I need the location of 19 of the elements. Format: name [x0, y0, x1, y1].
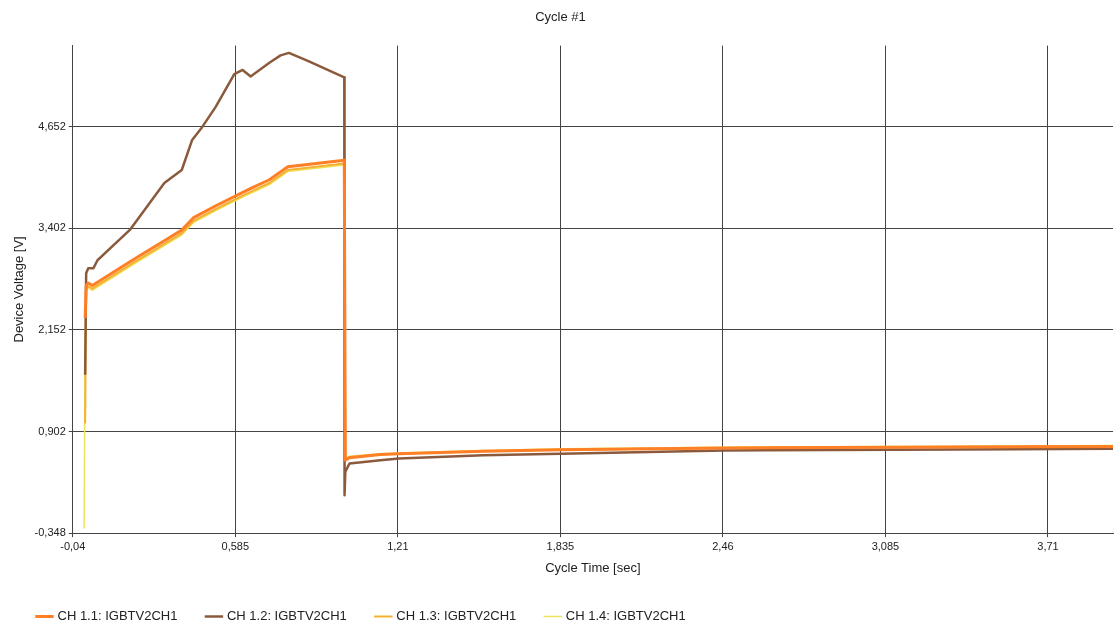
y-tick-label: 4,652: [38, 119, 66, 132]
x-tick-label: 1,835: [546, 539, 575, 552]
x-tick-label: -0,04: [60, 539, 86, 552]
legend-label: CH 1.3: IGBTV2CH1: [396, 608, 517, 624]
legend-label: CH 1.2: IGBTV2CH1: [226, 608, 347, 624]
y-tick-label: 3,402: [38, 221, 66, 234]
y-tick-label: 2,152: [38, 323, 66, 335]
x-axis-title: Cycle Time [sec]: [545, 559, 641, 575]
x-tick-label: 3,085: [871, 539, 900, 552]
y-axis-title: Device Voltage [V]: [11, 236, 27, 343]
y-tick-label: -0,348: [34, 526, 66, 539]
x-tick-label: 0,585: [221, 539, 250, 552]
chart-title: Cycle #1: [535, 9, 586, 25]
legend-label: CH 1.1: IGBTV2CH1: [57, 608, 178, 624]
y-tick-label: 0,902: [38, 424, 66, 437]
x-tick-label: 1,21: [387, 539, 409, 552]
x-tick-label: 3,71: [1037, 539, 1059, 552]
x-tick-label: 2,46: [712, 539, 734, 552]
legend-label: CH 1.4: IGBTV2CH1: [565, 608, 686, 624]
